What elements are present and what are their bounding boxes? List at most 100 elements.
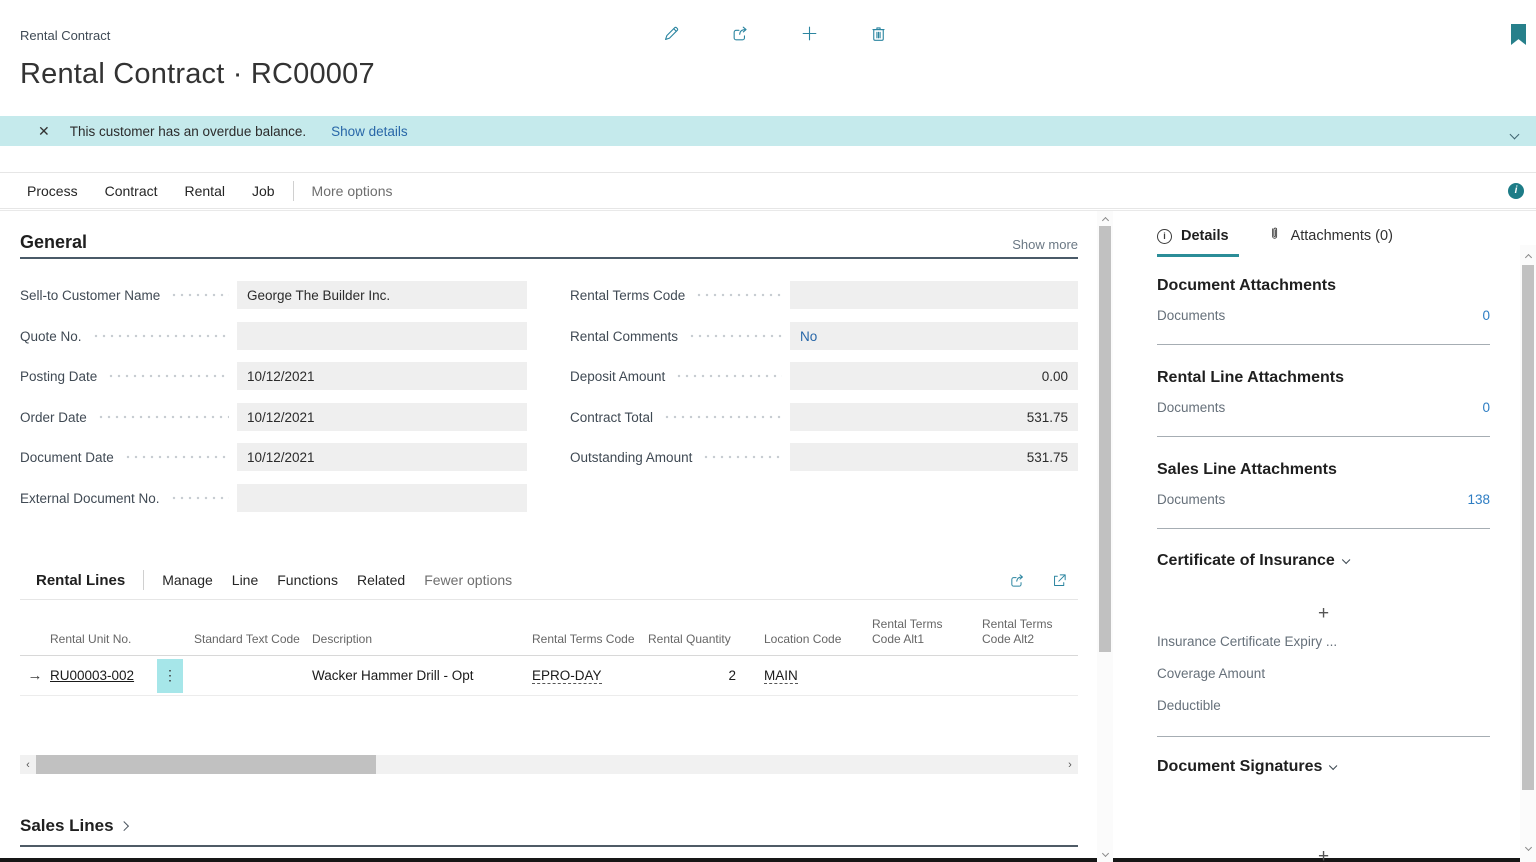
scroll-left-icon[interactable]: ‹	[26, 758, 30, 771]
scroll-right-icon[interactable]: ›	[1068, 758, 1072, 771]
show-more-link[interactable]: Show more	[1012, 237, 1078, 252]
col-standard-text-code[interactable]: Standard Text Code	[194, 632, 300, 647]
tab-attachments[interactable]: Attachments (0)	[1267, 226, 1393, 246]
documents-count-link[interactable]: 138	[1467, 492, 1490, 507]
cell-rental-quantity[interactable]: 2	[728, 668, 736, 683]
menu-contract[interactable]: Contract	[104, 182, 158, 199]
col-rental-terms-code[interactable]: Rental Terms Code	[532, 632, 635, 647]
document-signatures-title[interactable]: Document Signatures	[1157, 758, 1490, 776]
share-icon[interactable]	[729, 22, 751, 44]
dotted-leader	[121, 450, 229, 464]
dotted-leader	[673, 369, 782, 383]
show-details-link[interactable]: Show details	[331, 123, 408, 139]
col-rental-terms-code-alt2[interactable]: Rental Terms Code Alt2	[982, 616, 1053, 647]
posting-date-input[interactable]: 10/12/2021	[237, 362, 527, 390]
col-description[interactable]: Description	[312, 632, 373, 647]
sales-line-attachments-title: Sales Line Attachments	[1157, 461, 1337, 478]
order-date-input[interactable]: 10/12/2021	[237, 403, 527, 431]
fewer-options-link[interactable]: Fewer options	[424, 572, 513, 588]
rental-lines-title[interactable]: Rental Lines	[36, 571, 126, 589]
chevron-down-icon[interactable]	[1509, 125, 1520, 143]
menu-more-options[interactable]: More options	[311, 182, 393, 199]
field-contract-total: Contract Total 531.75	[570, 403, 1078, 431]
scroll-up-icon[interactable]	[1520, 250, 1536, 264]
table-horizontal-scrollbar[interactable]: ‹ ›	[20, 755, 1078, 774]
scroll-up-icon[interactable]	[1097, 213, 1113, 227]
horizontal-scroll-thumb[interactable]	[36, 755, 376, 774]
general-section-title[interactable]: General	[20, 232, 88, 252]
menu-process[interactable]: Process	[27, 182, 78, 199]
menu-rental[interactable]: Rental	[184, 182, 225, 199]
open-in-new-window-icon[interactable]	[1048, 569, 1070, 591]
vertical-scroll-thumb[interactable]	[1099, 226, 1111, 652]
deductible-field[interactable]: Deductible	[1157, 698, 1221, 713]
add-insurance-button[interactable]: +	[1317, 603, 1330, 624]
add-signature-button[interactable]: +	[1317, 846, 1330, 862]
vertical-scroll-thumb[interactable]	[1522, 265, 1534, 790]
main-vertical-scrollbar[interactable]	[1097, 211, 1113, 862]
rental-unit-no-link[interactable]: RU00003-002	[50, 668, 135, 683]
sidebar-vertical-scrollbar[interactable]	[1520, 245, 1536, 862]
rental-lines-header: Rental Lines Manage Line Functions Relat…	[20, 566, 1078, 594]
location-code-link[interactable]: MAIN	[764, 667, 798, 684]
coverage-amount-field[interactable]: Coverage Amount	[1157, 666, 1266, 681]
bookmark-icon[interactable]	[1511, 24, 1526, 45]
delete-trash-icon[interactable]	[867, 22, 889, 44]
breadcrumb[interactable]: Rental Contract	[20, 28, 111, 43]
menu-separator	[292, 180, 294, 201]
row-ellipsis-menu-icon[interactable]: ⋮	[157, 658, 183, 693]
rental-lines-menu-related[interactable]: Related	[356, 572, 406, 588]
insurance-certificate-expiry-field[interactable]: Insurance Certificate Expiry ...	[1157, 634, 1338, 649]
notification-banner: ✕ This customer has an overdue balance. …	[0, 116, 1536, 146]
field-label: Posting Date	[20, 368, 98, 384]
scroll-down-icon[interactable]	[1520, 840, 1536, 854]
cell-standard-text-code[interactable]	[190, 656, 300, 695]
rental-comments-link[interactable]: No	[800, 328, 818, 344]
col-rental-quantity[interactable]: Rental Quantity	[648, 632, 731, 647]
sidebar-divider	[1157, 528, 1490, 529]
details-info-icon: i	[1157, 228, 1172, 244]
close-icon[interactable]: ✕	[38, 122, 50, 139]
deposit-amount-input[interactable]: 0.00	[790, 362, 1078, 390]
field-external-document-no: External Document No.	[20, 484, 527, 512]
field-value: 10/12/2021	[247, 449, 315, 465]
rental-lines-menu-line[interactable]: Line	[231, 572, 259, 588]
cell-alt2[interactable]	[958, 656, 1068, 695]
tab-details[interactable]: i Details	[1157, 228, 1229, 244]
share-icon[interactable]	[1006, 569, 1028, 591]
field-label: Rental Terms Code	[570, 287, 686, 303]
documents-count-link[interactable]: 0	[1482, 308, 1490, 323]
general-underline	[20, 257, 1078, 259]
external-document-no-input[interactable]	[237, 484, 527, 512]
contract-total-input[interactable]: 531.75	[790, 403, 1078, 431]
edit-pencil-icon[interactable]	[660, 22, 682, 44]
quote-no-input[interactable]	[237, 322, 527, 350]
rental-lines-menu-manage[interactable]: Manage	[162, 572, 213, 588]
sales-lines-title[interactable]: Sales Lines	[20, 816, 129, 836]
col-rental-terms-code-alt1[interactable]: Rental Terms Code Alt1	[872, 616, 943, 647]
rental-lines-menu-divider	[20, 599, 1078, 600]
rental-terms-code-input[interactable]	[790, 281, 1078, 309]
col-rental-unit-no[interactable]: Rental Unit No.	[50, 632, 132, 647]
certificate-of-insurance-title[interactable]: Certificate of Insurance	[1157, 552, 1490, 570]
field-label: Outstanding Amount	[570, 449, 693, 465]
dotted-leader	[661, 410, 782, 424]
row-selector-column	[20, 608, 50, 655]
info-icon[interactable]: i	[1508, 182, 1524, 199]
sell-to-customer-name-input[interactable]: George The Builder Inc.	[237, 281, 527, 309]
rental-comments-input[interactable]: No	[790, 322, 1078, 350]
rental-lines-menu-functions[interactable]: Functions	[277, 572, 338, 588]
cell-alt1[interactable]	[848, 656, 958, 695]
scroll-down-icon[interactable]	[1097, 846, 1113, 860]
document-date-input[interactable]: 10/12/2021	[237, 443, 527, 471]
outstanding-amount-input[interactable]: 531.75	[790, 443, 1078, 471]
documents-count-link[interactable]: 0	[1482, 400, 1490, 415]
table-row[interactable]: → RU00003-002 ⋮ Wacker Hammer Drill - Op…	[20, 656, 1078, 696]
cell-description[interactable]: Wacker Hammer Drill - Opt	[312, 668, 474, 683]
col-location-code[interactable]: Location Code	[764, 632, 842, 647]
rental-terms-code-link[interactable]: EPRO-DAY	[532, 667, 602, 684]
menu-job[interactable]: Job	[251, 182, 275, 199]
add-plus-icon[interactable]	[798, 22, 820, 44]
banner-message: This customer has an overdue balance.	[69, 123, 307, 139]
